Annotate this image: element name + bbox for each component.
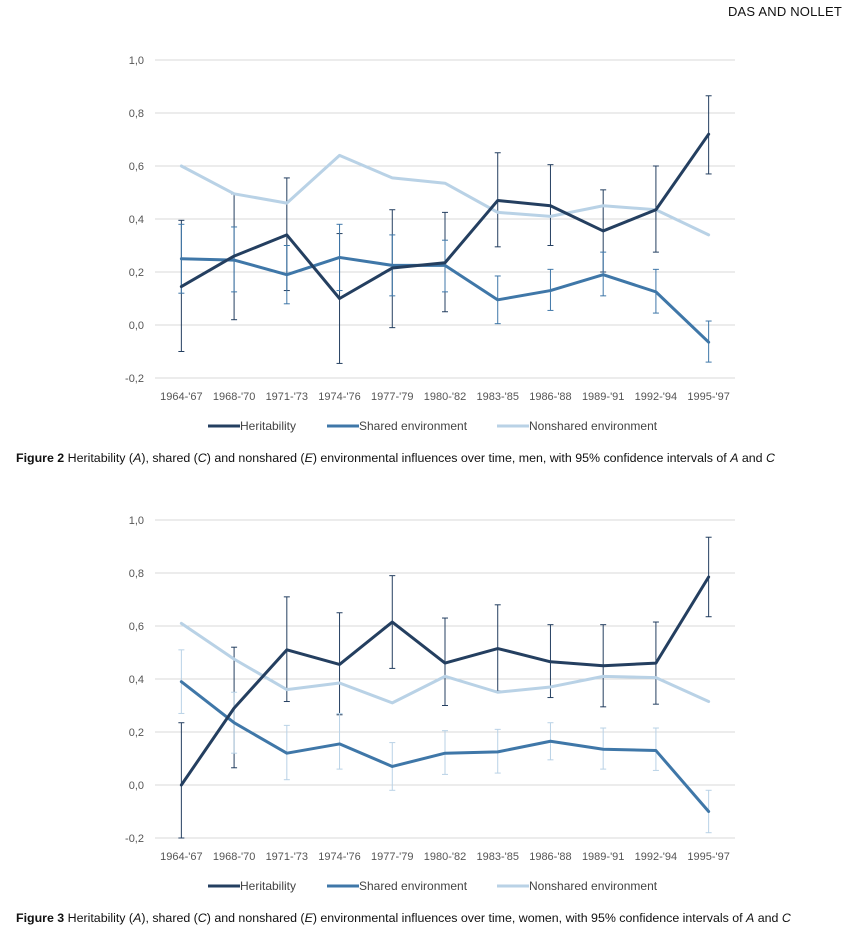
x-tick-label: 1983-'85 bbox=[476, 851, 518, 863]
x-tick-label: 1964-'67 bbox=[160, 391, 202, 403]
x-tick-label: 1992-'94 bbox=[635, 851, 677, 863]
x-tick-label: 1995-'97 bbox=[687, 851, 729, 863]
x-tick-label: 1986-'88 bbox=[529, 851, 571, 863]
y-tick-label: 0,0 bbox=[129, 780, 144, 792]
figure-2-chart: -0,2 0,0 0,2 0,4 0,6 0,8 1,0 1964-'67 1968-'70 19… bbox=[125, 55, 735, 433]
x-tick-label: 1977-'79 bbox=[371, 851, 413, 863]
y-tick-label: 0,4 bbox=[129, 674, 144, 686]
x-tick-label: 1968-'70 bbox=[213, 851, 255, 863]
x-tick-label: 1986-'88 bbox=[529, 391, 571, 403]
running-head: DAS AND NOLLET bbox=[727, 4, 842, 19]
heritability-legend-label: Heritability bbox=[240, 879, 296, 893]
y-tick-label: 0,6 bbox=[129, 621, 144, 633]
x-tick-label: 1971-'73 bbox=[266, 851, 308, 863]
x-tick-label: 1974-'76 bbox=[318, 391, 360, 403]
x-tick-label: 1971-'73 bbox=[266, 391, 308, 403]
heritability-series-line bbox=[179, 132, 711, 300]
nonshared-legend-label: Nonshared environment bbox=[529, 879, 658, 893]
y-tick-label: 0,6 bbox=[129, 161, 144, 173]
heritability-series-line bbox=[179, 575, 711, 787]
shared-series-line bbox=[179, 680, 711, 813]
x-tick-label: 1983-'85 bbox=[476, 391, 518, 403]
y-tick-label: 1,0 bbox=[129, 55, 144, 67]
y-tick-label: -0,2 bbox=[125, 833, 144, 845]
caption-label: Figure 2 bbox=[16, 451, 65, 465]
y-tick-label: 0,2 bbox=[129, 727, 144, 739]
y-tick-label: 0,2 bbox=[129, 267, 144, 279]
x-tick-label: 1995-'97 bbox=[687, 391, 729, 403]
x-tick-label: 1977-'79 bbox=[371, 391, 413, 403]
y-tick-label: 1,0 bbox=[129, 515, 144, 527]
y-tick-label: 0,0 bbox=[129, 320, 144, 332]
nonshared-legend-label: Nonshared environment bbox=[529, 419, 658, 433]
shared-legend-label: Shared environment bbox=[359, 879, 468, 893]
nonshared-series-line bbox=[179, 621, 711, 705]
x-tick-label: 1980-'82 bbox=[424, 851, 466, 863]
x-tick-label: 1974-'76 bbox=[318, 851, 360, 863]
shared-series-line bbox=[179, 255, 711, 344]
y-tick-label: 0,8 bbox=[129, 108, 144, 120]
y-tick-label: 0,4 bbox=[129, 214, 144, 226]
caption-label: Figure 3 bbox=[16, 911, 65, 925]
figure-2-caption: Figure 2 Heritability (A), shared (C) an… bbox=[16, 451, 775, 465]
shared-legend-label: Shared environment bbox=[359, 419, 468, 433]
x-tick-label: 1992-'94 bbox=[635, 391, 677, 403]
y-tick-label: 0,8 bbox=[129, 568, 144, 580]
x-tick-label: 1989-'91 bbox=[582, 391, 624, 403]
figure-3-caption: Figure 3 Heritability (A), shared (C) an… bbox=[16, 911, 791, 925]
figure-3-chart: -0,2 0,0 0,2 0,4 0,6 0,8 1,0 1964-'67 1968-'70 19… bbox=[125, 515, 735, 893]
x-tick-label: 1968-'70 bbox=[213, 391, 255, 403]
heritability-legend-label: Heritability bbox=[240, 419, 296, 433]
x-tick-label: 1989-'91 bbox=[582, 851, 624, 863]
nonshared-series-line bbox=[179, 153, 711, 237]
x-tick-label: 1964-'67 bbox=[160, 851, 202, 863]
x-tick-label: 1980-'82 bbox=[424, 391, 466, 403]
y-tick-label: -0,2 bbox=[125, 373, 144, 385]
